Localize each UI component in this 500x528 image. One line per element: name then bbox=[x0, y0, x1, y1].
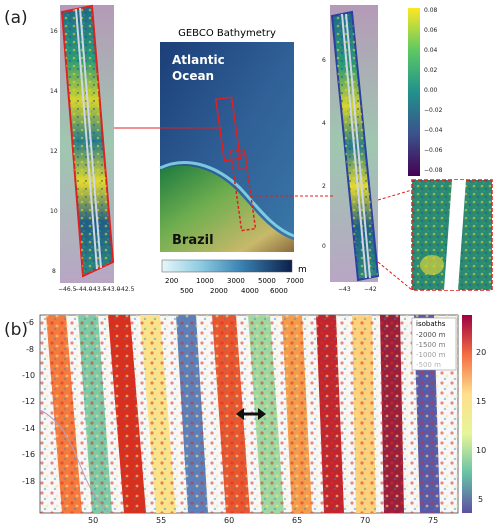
panel-b-coastline bbox=[39, 409, 111, 514]
isobath-legend-item-1: -1500 m bbox=[416, 341, 446, 349]
right-swath-yticks: 6 4 2 0 bbox=[322, 57, 326, 250]
left-ytick-2: 12 bbox=[50, 148, 58, 155]
left-swath-xticks: −46.5 −44.0 −43.5 −43.0 −42.5 bbox=[58, 286, 135, 293]
cbar-b-tick-0: 20 bbox=[476, 348, 486, 357]
map-ocean-label-2: Ocean bbox=[172, 69, 214, 83]
panel-b-colorbar bbox=[462, 315, 472, 513]
left-swath-yticks: 16 14 12 10 8 bbox=[50, 28, 58, 275]
cbar-b-tick-3: 5 bbox=[478, 495, 483, 504]
panel-b-xticks: 50 55 60 65 70 75 bbox=[88, 516, 438, 525]
b-xtick-4: 70 bbox=[360, 516, 370, 525]
map-land-label: Brazil bbox=[172, 233, 214, 248]
cbar-a-tick-2: 0.04 bbox=[424, 47, 438, 54]
map-title: GEBCO Bathymetry bbox=[178, 28, 276, 39]
map-ocean-label-1: Atlantic bbox=[172, 53, 225, 67]
map-depth-legend-unit: m bbox=[298, 265, 307, 275]
cbar-a-tick-3: 0.02 bbox=[424, 67, 438, 74]
map-legend-top-1: 1000 bbox=[196, 277, 214, 285]
left-ytick-3: 10 bbox=[50, 208, 58, 215]
b-xtick-2: 60 bbox=[224, 516, 234, 525]
cbar-a-tick-7: −0.06 bbox=[424, 147, 443, 154]
panel-b-label: (b) bbox=[4, 320, 29, 340]
b-ytick-1: -8 bbox=[26, 345, 34, 354]
right-swath-nadir-line-1 bbox=[341, 13, 367, 279]
panel-b-plot: isobaths -2000 m -1500 m -1000 m -500 m bbox=[39, 314, 472, 514]
b-ytick-3: -12 bbox=[22, 397, 35, 406]
cbar-a-tick-5: −0.02 bbox=[424, 107, 443, 114]
left-ytick-0: 16 bbox=[50, 28, 58, 35]
right-ytick-2: 2 bbox=[322, 183, 326, 190]
panel-a-label: (a) bbox=[4, 8, 28, 28]
left-xtick-3: −43.0 bbox=[102, 286, 121, 293]
cbar-a-tick-8: −0.08 bbox=[424, 167, 443, 174]
zoom-inset bbox=[377, 179, 493, 291]
right-swath-xticks: −43 −42 bbox=[338, 286, 377, 293]
cbar-a-tick-6: −0.04 bbox=[424, 127, 443, 134]
right-xtick-0: −43 bbox=[338, 286, 351, 293]
cbar-b-tick-1: 15 bbox=[476, 397, 486, 406]
connector-zoom-bottom bbox=[377, 261, 413, 291]
left-xtick-4: −42.5 bbox=[116, 286, 135, 293]
map-depth-legend-bar bbox=[161, 259, 293, 273]
map-legend-bottom-0: 500 bbox=[180, 287, 193, 295]
cbar-a-tick-4: 0.00 bbox=[424, 87, 438, 94]
left-swath-nadir-line-2 bbox=[79, 7, 102, 269]
map-legend-top-3: 5000 bbox=[258, 277, 276, 285]
map-land bbox=[160, 165, 294, 252]
b-ytick-2: -10 bbox=[22, 371, 35, 380]
isobath-legend-item-0: -2000 m bbox=[416, 331, 446, 339]
zoom-inset-feature bbox=[420, 255, 444, 275]
b-ytick-6: -18 bbox=[22, 477, 35, 486]
left-xtick-1: −44.0 bbox=[74, 286, 93, 293]
cbar-b-tick-2: 10 bbox=[476, 446, 486, 455]
connector-zoom-top bbox=[377, 189, 413, 201]
map-box-right-swath bbox=[229, 148, 257, 232]
map-depth-legend: m 200 1000 3000 5000 7000 500 2000 4000 … bbox=[161, 259, 307, 295]
b-ytick-0: -6 bbox=[26, 318, 34, 327]
map-legend-bottom-3: 6000 bbox=[270, 287, 288, 295]
b-xtick-3: 65 bbox=[292, 516, 302, 525]
map-legend-top-4: 7000 bbox=[286, 277, 304, 285]
double-arrow-icon bbox=[236, 408, 266, 420]
b-xtick-5: 75 bbox=[428, 516, 438, 525]
right-ytick-3: 0 bbox=[322, 243, 326, 250]
isobath-legend-item-2: -1000 m bbox=[416, 351, 446, 359]
panel-a-colorbar-ticks: 0.08 0.06 0.04 0.02 0.00 −0.02 −0.04 −0.… bbox=[424, 7, 443, 174]
isobath-legend-item-3: -500 m bbox=[416, 361, 441, 369]
right-swath-plot bbox=[330, 5, 420, 282]
left-ytick-1: 14 bbox=[50, 88, 58, 95]
left-swath-plot bbox=[60, 4, 115, 283]
zoom-inset-gap bbox=[444, 180, 466, 290]
left-xtick-2: −43.5 bbox=[88, 286, 107, 293]
right-ytick-0: 6 bbox=[322, 57, 326, 64]
b-ytick-5: -16 bbox=[22, 450, 35, 459]
isobath-legend: isobaths -2000 m -1500 m -1000 m -500 m bbox=[411, 317, 457, 371]
isobath-legend-box bbox=[411, 317, 457, 371]
map-legend-bottom-1: 2000 bbox=[210, 287, 228, 295]
map-box-left-swath bbox=[214, 96, 242, 162]
cbar-a-tick-1: 0.06 bbox=[424, 27, 438, 34]
left-xtick-0: −46.5 bbox=[58, 286, 77, 293]
gebco-map: GEBCO Bathymetry Atlantic Ocean Brazil bbox=[159, 28, 295, 252]
isobath-legend-title: isobaths bbox=[416, 320, 446, 328]
panel-b-yticks: -6 -8 -10 -12 -14 -16 -18 bbox=[22, 318, 35, 486]
left-ytick-4: 8 bbox=[52, 268, 56, 275]
right-ytick-1: 4 bbox=[322, 120, 326, 127]
panel-a-colorbar bbox=[408, 8, 420, 176]
map-box-zoom bbox=[237, 154, 247, 170]
map-shelf bbox=[159, 160, 295, 238]
panel-b-colorbar-ticks: 20 15 10 5 bbox=[476, 348, 486, 504]
left-swath-nadir-line-1 bbox=[75, 8, 98, 270]
b-xtick-1: 55 bbox=[156, 516, 166, 525]
map-legend-bottom-2: 4000 bbox=[241, 287, 259, 295]
right-xtick-1: −42 bbox=[364, 286, 377, 293]
cbar-a-tick-0: 0.08 bbox=[424, 7, 438, 14]
b-xtick-0: 50 bbox=[88, 516, 98, 525]
b-ytick-4: -14 bbox=[22, 424, 35, 433]
map-legend-top-2: 3000 bbox=[227, 277, 245, 285]
map-legend-top-0: 200 bbox=[165, 277, 178, 285]
right-swath-nadir-line-2 bbox=[345, 13, 371, 279]
